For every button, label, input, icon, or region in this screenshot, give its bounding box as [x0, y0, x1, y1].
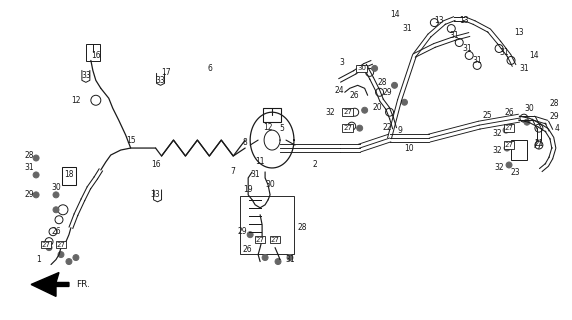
Text: 11: 11 — [255, 157, 265, 166]
Circle shape — [392, 82, 398, 88]
Text: 19: 19 — [243, 185, 253, 194]
Circle shape — [33, 172, 39, 178]
Text: 31: 31 — [285, 255, 295, 264]
Text: 28: 28 — [297, 223, 307, 232]
Text: 26: 26 — [504, 108, 514, 117]
Text: FR.: FR. — [76, 280, 90, 289]
Bar — [86, 44, 100, 61]
Text: 18: 18 — [64, 171, 74, 180]
Circle shape — [66, 259, 72, 265]
Text: 16: 16 — [151, 160, 160, 170]
Text: 5: 5 — [280, 124, 284, 132]
Text: 29: 29 — [549, 112, 559, 121]
Text: 3: 3 — [339, 58, 344, 67]
Text: 7: 7 — [231, 167, 236, 176]
Circle shape — [503, 127, 509, 133]
Circle shape — [372, 65, 378, 71]
Text: 4: 4 — [554, 124, 559, 132]
Circle shape — [357, 125, 363, 131]
Text: 31: 31 — [24, 164, 34, 172]
Text: 8: 8 — [243, 138, 248, 147]
Text: 27: 27 — [57, 242, 65, 248]
Bar — [511, 140, 527, 160]
Bar — [263, 108, 281, 122]
Bar — [62, 167, 76, 185]
Text: 13: 13 — [514, 28, 524, 37]
Text: 6: 6 — [208, 64, 213, 73]
Text: 31: 31 — [462, 44, 472, 53]
Circle shape — [362, 107, 368, 113]
Text: 31: 31 — [472, 56, 482, 65]
Text: 13: 13 — [435, 16, 444, 25]
Circle shape — [275, 259, 281, 265]
Text: 12: 12 — [71, 96, 81, 105]
Text: 31: 31 — [519, 64, 529, 73]
Text: 24: 24 — [335, 86, 344, 95]
Text: 32: 32 — [494, 164, 504, 172]
Circle shape — [53, 207, 59, 213]
Text: 27: 27 — [343, 125, 352, 131]
Text: 23: 23 — [510, 168, 520, 178]
Text: 30: 30 — [51, 183, 61, 192]
Text: 15: 15 — [126, 136, 136, 145]
Circle shape — [73, 255, 79, 260]
Text: 27: 27 — [256, 237, 265, 243]
Text: 28: 28 — [378, 78, 387, 87]
Circle shape — [33, 192, 39, 198]
Text: 33: 33 — [81, 71, 91, 80]
Text: 26: 26 — [51, 227, 61, 236]
Text: 32: 32 — [492, 129, 502, 138]
Text: 30: 30 — [265, 180, 275, 189]
Text: 28: 28 — [549, 99, 559, 108]
Text: 29: 29 — [383, 88, 392, 97]
Circle shape — [287, 255, 293, 260]
Text: 1: 1 — [37, 255, 41, 264]
Text: 27: 27 — [505, 125, 514, 131]
Circle shape — [504, 145, 510, 151]
Polygon shape — [31, 273, 69, 296]
Text: 31: 31 — [403, 24, 412, 33]
Text: 12: 12 — [263, 123, 273, 132]
Text: 33: 33 — [156, 76, 165, 85]
Text: 17: 17 — [161, 68, 170, 77]
Text: 27: 27 — [343, 109, 352, 115]
Text: 31: 31 — [450, 31, 459, 40]
Text: 13: 13 — [459, 16, 469, 25]
Circle shape — [33, 155, 39, 161]
Text: 26: 26 — [350, 91, 360, 100]
Text: 27: 27 — [271, 237, 280, 243]
Text: 21: 21 — [534, 139, 543, 148]
Text: 32: 32 — [492, 146, 502, 155]
Text: 33: 33 — [150, 190, 160, 199]
Text: 22: 22 — [383, 123, 392, 132]
Circle shape — [53, 192, 59, 198]
Text: 10: 10 — [404, 144, 414, 153]
Text: 9: 9 — [397, 126, 402, 135]
Bar — [240, 196, 295, 253]
Text: 20: 20 — [373, 103, 383, 112]
Text: 2: 2 — [312, 160, 317, 170]
Text: 31: 31 — [499, 48, 509, 57]
Text: 25: 25 — [482, 111, 492, 120]
Text: 31: 31 — [251, 171, 260, 180]
Circle shape — [262, 255, 268, 260]
Text: 16: 16 — [91, 51, 101, 60]
Circle shape — [402, 99, 407, 105]
Circle shape — [247, 232, 253, 238]
Circle shape — [46, 244, 52, 251]
Text: 14: 14 — [529, 51, 539, 60]
Text: 27: 27 — [505, 142, 514, 148]
Text: 27: 27 — [42, 242, 50, 248]
Circle shape — [58, 252, 64, 258]
Text: 29: 29 — [24, 190, 34, 199]
Text: 29: 29 — [237, 227, 247, 236]
Text: 30: 30 — [357, 65, 366, 71]
Text: 14: 14 — [390, 10, 399, 19]
Text: 32: 32 — [325, 108, 335, 117]
Text: 28: 28 — [25, 150, 34, 160]
Text: 26: 26 — [243, 245, 252, 254]
Circle shape — [524, 119, 530, 125]
Circle shape — [506, 162, 512, 168]
Text: 30: 30 — [524, 104, 534, 113]
